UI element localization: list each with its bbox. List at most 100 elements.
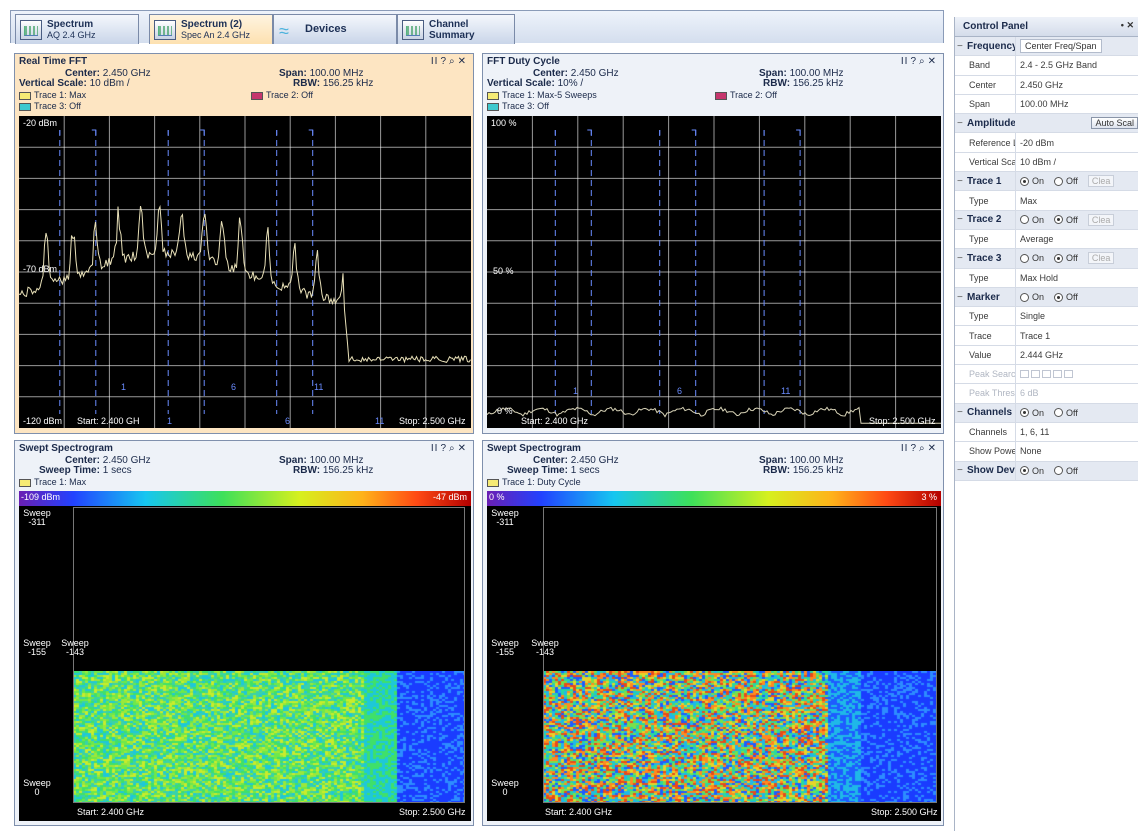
- spectrogram-1-plot[interactable]: -109 dBm -47 dBm Sweep -311 Sweep -155 S…: [19, 491, 471, 821]
- row-span: Span 100.00 MHz: [955, 94, 1138, 115]
- zoom-icon[interactable]: ⌕: [919, 443, 926, 454]
- spectrogram-2-plot[interactable]: 0 % 3 % Sweep -311 Sweep -155 Sweep -143…: [487, 491, 941, 821]
- row-peak-threshold: Peak Thresh 6 dB: [955, 384, 1138, 404]
- tab-label: Channel: [429, 18, 469, 30]
- trace3-clear-button[interactable]: Clea: [1087, 252, 1115, 265]
- fft-plot[interactable]: -20 dBm -70 dBm -120 dBm Start: 2.400 GH…: [19, 116, 471, 428]
- channel-marker-6: 6: [677, 386, 683, 396]
- color-scale-bar[interactable]: 0 % 3 %: [487, 491, 941, 506]
- panel-real-time-fft: Real Time FFT II? ⌕ ✕ Center: 2.450 GHz Sp…: [14, 53, 474, 434]
- close-icon[interactable]: ✕: [457, 56, 467, 67]
- color-scale-max: 3 %: [921, 492, 937, 502]
- channels-on-radio[interactable]: On: [1020, 408, 1044, 418]
- legend-trace3: Trace 3: Off: [487, 101, 549, 112]
- section-frequency[interactable]: Frequency Center Freq/Span: [955, 37, 1138, 57]
- center-field[interactable]: 2.450 GHz: [1015, 75, 1138, 94]
- trace2-off-radio[interactable]: Off: [1054, 215, 1078, 225]
- y-axis-bottom-label: -120 dBm: [23, 416, 63, 426]
- tab-sublabel: Summary: [429, 29, 475, 41]
- zoom-icon[interactable]: ⌕: [919, 56, 926, 67]
- panel-title: Swept Spectrogram: [487, 443, 581, 454]
- row-trace3-type: Type Max Hold: [955, 268, 1138, 288]
- channel-bracket: [796, 129, 801, 135]
- close-icon[interactable]: ✕: [457, 443, 467, 454]
- tab-devices[interactable]: Devices: [273, 14, 397, 44]
- trace1-on-radio[interactable]: On: [1020, 176, 1044, 186]
- marker-on-radio[interactable]: On: [1020, 292, 1044, 302]
- tab-spectrum-2[interactable]: Spectrum (2) Spec An 2.4 GHz: [149, 14, 273, 44]
- frequency-mode-select[interactable]: Center Freq/Span: [1020, 39, 1102, 54]
- legend-trace3: Trace 3: Off: [19, 101, 81, 112]
- row-channels-list: Channels 1, 6, 11: [955, 422, 1138, 443]
- zoom-icon[interactable]: ⌕: [449, 443, 456, 454]
- marker-type-field[interactable]: Single: [1015, 307, 1138, 326]
- peak-threshold-field[interactable]: 6 dB: [1015, 384, 1138, 403]
- help-icon[interactable]: ?: [440, 56, 447, 67]
- band-field[interactable]: 2.4 - 2.5 GHz Band: [1015, 56, 1138, 75]
- reference-level-field[interactable]: -20 dBm: [1015, 133, 1138, 152]
- show-power-field[interactable]: None: [1015, 442, 1138, 461]
- color-scale-bar[interactable]: -109 dBm -47 dBm: [19, 491, 471, 506]
- spectrogram-1-frame: [73, 507, 465, 803]
- y-axis-top-label: -20 dBm: [23, 118, 58, 128]
- trace2-type-field[interactable]: Average: [1015, 229, 1138, 249]
- trace1-type-field[interactable]: Max: [1015, 191, 1138, 210]
- span-label: Span:: [759, 68, 787, 79]
- duty-plot[interactable]: 100 % 50 % 0 % Start: 2.400 GHz Stop: 2.…: [487, 116, 941, 428]
- pause-icon[interactable]: II: [430, 443, 439, 454]
- trace2-on-radio[interactable]: On: [1020, 215, 1044, 225]
- close-icon[interactable]: ✕: [927, 443, 937, 454]
- trace2-clear-button[interactable]: Clea: [1087, 213, 1115, 226]
- help-icon[interactable]: ?: [440, 443, 447, 454]
- section-amplitude[interactable]: Amplitude Auto Scal: [955, 114, 1138, 134]
- marker-off-radio[interactable]: Off: [1054, 292, 1078, 302]
- pause-icon[interactable]: II: [900, 56, 909, 67]
- show-devices-on-radio[interactable]: On: [1020, 466, 1044, 476]
- channel-marker-11-low: 11: [375, 416, 385, 426]
- pause-icon[interactable]: II: [430, 56, 439, 67]
- tab-label: Spectrum: [47, 18, 94, 30]
- trace1-clear-button[interactable]: Clea: [1087, 175, 1115, 188]
- row-marker-trace: Trace Trace 1: [955, 326, 1138, 346]
- help-icon[interactable]: ?: [910, 443, 917, 454]
- span-field[interactable]: 100.00 MHz: [1015, 94, 1138, 114]
- rbw-value: 156.25 kHz: [322, 78, 374, 89]
- trace3-type-field[interactable]: Max Hold: [1015, 268, 1138, 287]
- zoom-icon[interactable]: ⌕: [449, 56, 456, 67]
- auto-scale-button[interactable]: Auto Scal: [1091, 117, 1138, 130]
- vertical-scale-field[interactable]: 10 dBm /: [1015, 152, 1138, 172]
- channel-summary-icon: [402, 19, 424, 40]
- span-label: Span:: [759, 455, 787, 466]
- marker-trace-field[interactable]: Trace 1: [1015, 326, 1138, 345]
- help-icon[interactable]: ?: [910, 56, 917, 67]
- channel-bracket: [91, 129, 97, 135]
- row-trace2-type: Type Average: [955, 229, 1138, 250]
- sweep-mid-label: Sweep -155: [491, 638, 519, 657]
- pause-icon[interactable]: II: [900, 443, 909, 454]
- peak-search-button-3[interactable]: [1042, 370, 1051, 379]
- channels-list-field[interactable]: 1, 6, 11: [1015, 422, 1138, 442]
- vscale-label: Vertical Scale:: [19, 78, 87, 89]
- sweep-current-label: Sweep -143: [61, 638, 89, 657]
- trace3-on-radio[interactable]: On: [1020, 253, 1044, 263]
- spectrum-icon: [20, 19, 42, 40]
- pin-close-icon[interactable]: • ✕: [1120, 20, 1134, 30]
- tab-spectrum[interactable]: Spectrum AQ 2.4 GHz: [15, 14, 139, 44]
- trace1-off-radio[interactable]: Off: [1054, 176, 1078, 186]
- tab-channel-summary[interactable]: Channel Summary: [397, 14, 515, 44]
- panel-title: FFT Duty Cycle: [487, 56, 560, 67]
- trace3-off-radio[interactable]: Off: [1054, 253, 1078, 263]
- peak-search-button-2[interactable]: [1031, 370, 1040, 379]
- channel-marker-6: 6: [231, 382, 237, 392]
- section-trace2: Trace 2 On Off Clea: [955, 210, 1138, 230]
- show-devices-off-radio[interactable]: Off: [1054, 466, 1078, 476]
- close-icon[interactable]: ✕: [927, 56, 937, 67]
- channels-off-radio[interactable]: Off: [1054, 408, 1078, 418]
- peak-search-button-1[interactable]: [1020, 370, 1029, 379]
- peak-search-button-4[interactable]: [1053, 370, 1062, 379]
- channel-marker-1-low: 1: [167, 416, 173, 426]
- channel-marker-1: 1: [573, 386, 579, 396]
- marker-value-field[interactable]: 2.444 GHz: [1015, 345, 1138, 365]
- rbw-label: RBW:: [763, 78, 791, 89]
- peak-search-button-5[interactable]: [1064, 370, 1073, 379]
